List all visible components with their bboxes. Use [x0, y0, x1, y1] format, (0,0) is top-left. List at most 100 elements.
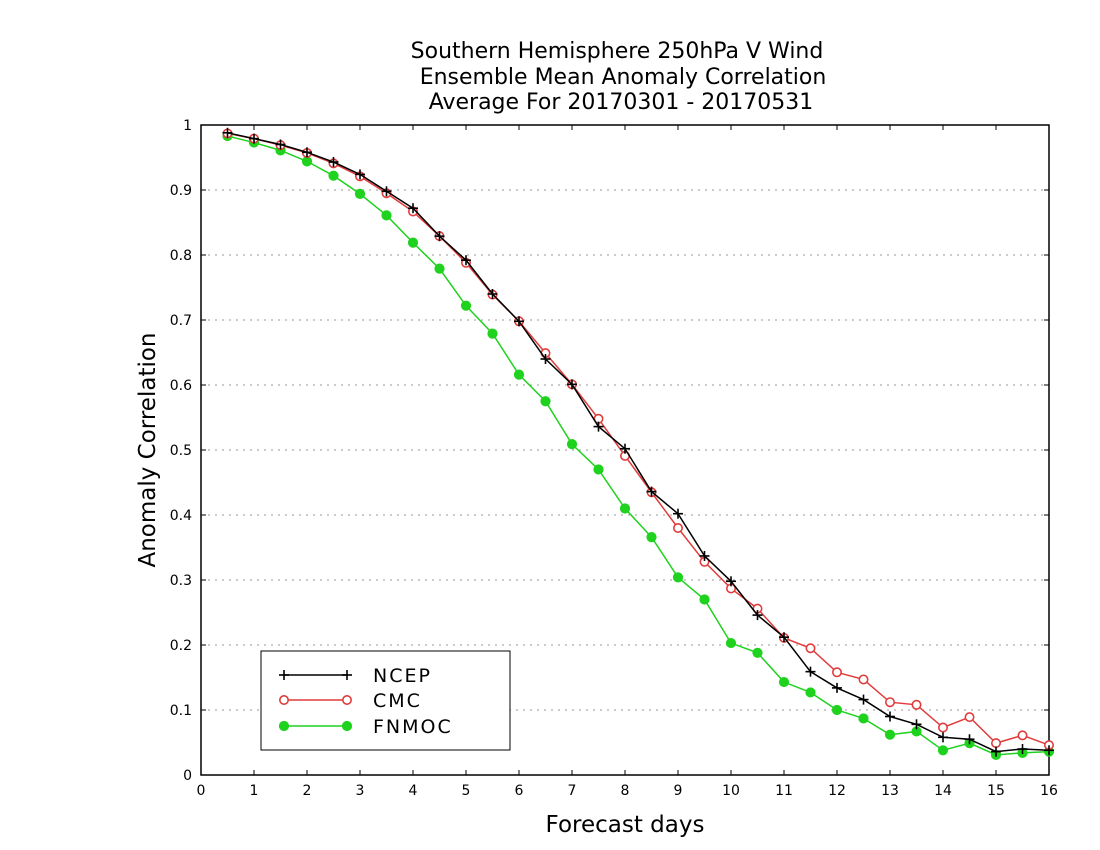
point-ncep-22	[805, 666, 816, 677]
point-ncep-29	[991, 746, 1001, 757]
y-tick-label-3: 0.3	[170, 573, 192, 589]
point-ncep-12	[540, 354, 551, 364]
point-cmc-30	[1017, 730, 1028, 741]
legend-label-cmc: CMC	[373, 690, 422, 712]
point-cmc-27	[937, 722, 948, 733]
y-axis-ticks: 0 0.1 0.2 0.3 0.4 0.5 0.6 0.7 0.8 0.9 1	[170, 118, 1049, 784]
point-fnmoc-6	[381, 210, 392, 221]
point-cmc-17	[672, 522, 683, 533]
point-ncep-10	[487, 289, 498, 299]
point-ncep-6	[381, 186, 392, 197]
point-ncep-23	[832, 682, 842, 693]
chart-title-line-2: Ensemble Mean Anomaly Correlation	[420, 65, 827, 90]
point-ncep-31	[1044, 745, 1054, 756]
y-tick-label-1: 0.1	[170, 703, 192, 719]
point-cmc-25	[884, 697, 895, 708]
x-tick-label-1: 1	[250, 783, 259, 799]
point-ncep-1	[249, 133, 259, 144]
point-fnmoc-17	[672, 572, 684, 583]
point-cmc-29	[990, 738, 1001, 749]
legend-marker-start-cmc	[278, 694, 289, 705]
point-fnmoc-7	[407, 237, 419, 248]
point-fnmoc-12	[540, 396, 551, 407]
legend-entry-cmc: CMC	[278, 690, 422, 712]
x-tick-label-13: 13	[881, 783, 899, 799]
point-fnmoc-11	[513, 369, 525, 380]
data-series	[222, 127, 1055, 760]
point-fnmoc-27	[937, 745, 949, 756]
x-tick-label-5: 5	[462, 783, 471, 799]
point-cmc-23	[831, 667, 842, 678]
point-ncep-30	[1017, 744, 1028, 754]
point-cmc-22	[805, 643, 816, 654]
point-fnmoc-19	[725, 637, 737, 649]
point-fnmoc-23	[831, 704, 843, 716]
x-tick-label-11: 11	[775, 783, 793, 799]
x-tick-label-16: 16	[1040, 783, 1058, 799]
point-ncep-25	[885, 711, 895, 722]
y-tick-label-7: 0.7	[170, 313, 192, 329]
point-ncep-15	[620, 443, 630, 454]
legend: NCEP CMC FNMOC	[260, 650, 511, 751]
point-fnmoc-3	[301, 156, 313, 167]
y-tick-label-5: 0.5	[170, 443, 192, 459]
chart-title: Southern Hemisphere 250hPa V Wind Ensemb…	[411, 39, 827, 115]
point-ncep-7	[408, 203, 418, 214]
point-fnmoc-24	[858, 713, 869, 724]
legend-marker-end-fnmoc	[341, 720, 353, 732]
point-fnmoc-25	[884, 729, 896, 740]
series-ncep	[222, 127, 1054, 757]
legend-marker-end-ncep	[342, 670, 352, 680]
y-tick-label-0: 0	[183, 768, 192, 784]
point-ncep-0	[222, 127, 233, 138]
point-ncep-2	[275, 139, 286, 150]
x-tick-label-6: 6	[515, 783, 524, 799]
point-ncep-17	[673, 508, 683, 519]
point-ncep-16	[646, 486, 657, 497]
series-line-ncep	[227, 132, 1050, 753]
point-ncep-18	[699, 550, 710, 561]
x-tick-label-0: 0	[197, 783, 206, 799]
point-ncep-8	[434, 231, 445, 242]
y-tick-label-4: 0.4	[170, 508, 192, 524]
point-cmc-24	[858, 674, 869, 685]
point-ncep-24	[858, 694, 869, 705]
point-ncep-3	[302, 147, 312, 158]
x-tick-label-12: 12	[828, 783, 846, 799]
point-cmc-26	[911, 699, 922, 710]
point-ncep-13	[567, 379, 577, 390]
point-fnmoc-16	[646, 532, 657, 543]
x-axis-label: Forecast days	[546, 812, 705, 838]
point-fnmoc-13	[566, 439, 578, 450]
point-ncep-28	[964, 734, 975, 745]
point-ncep-27	[938, 732, 948, 743]
point-ncep-26	[911, 719, 922, 730]
point-ncep-9	[461, 255, 471, 266]
legend-marker-start-ncep	[279, 670, 289, 680]
y-tick-label-2: 0.2	[170, 638, 192, 654]
legend-entry-ncep: NCEP	[279, 665, 432, 687]
x-tick-label-2: 2	[303, 783, 312, 799]
legend-entry-fnmoc: FNMOC	[278, 716, 451, 738]
x-tick-label-3: 3	[356, 783, 365, 799]
series-fnmoc	[222, 130, 1055, 760]
point-fnmoc-9	[460, 300, 472, 311]
point-ncep-11	[514, 316, 524, 327]
point-fnmoc-21	[778, 676, 790, 688]
point-ncep-21	[779, 632, 789, 643]
point-fnmoc-8	[434, 263, 445, 274]
point-cmc-28	[964, 712, 975, 723]
point-fnmoc-5	[354, 188, 366, 199]
point-ncep-19	[726, 576, 736, 587]
legend-label-ncep: NCEP	[373, 665, 432, 687]
point-fnmoc-10	[487, 328, 498, 339]
y-tick-label-10: 1	[183, 118, 192, 134]
chart-title-line-3: Average For 20170301 - 20170531	[429, 90, 814, 115]
x-tick-label-8: 8	[621, 783, 630, 799]
legend-marker-start-fnmoc	[278, 720, 290, 732]
chart-title-line-1: Southern Hemisphere 250hPa V Wind	[411, 39, 824, 64]
y-tick-label-8: 0.8	[170, 248, 192, 264]
y-tick-label-9: 0.9	[170, 183, 192, 199]
y-tick-label-6: 0.6	[170, 378, 192, 394]
